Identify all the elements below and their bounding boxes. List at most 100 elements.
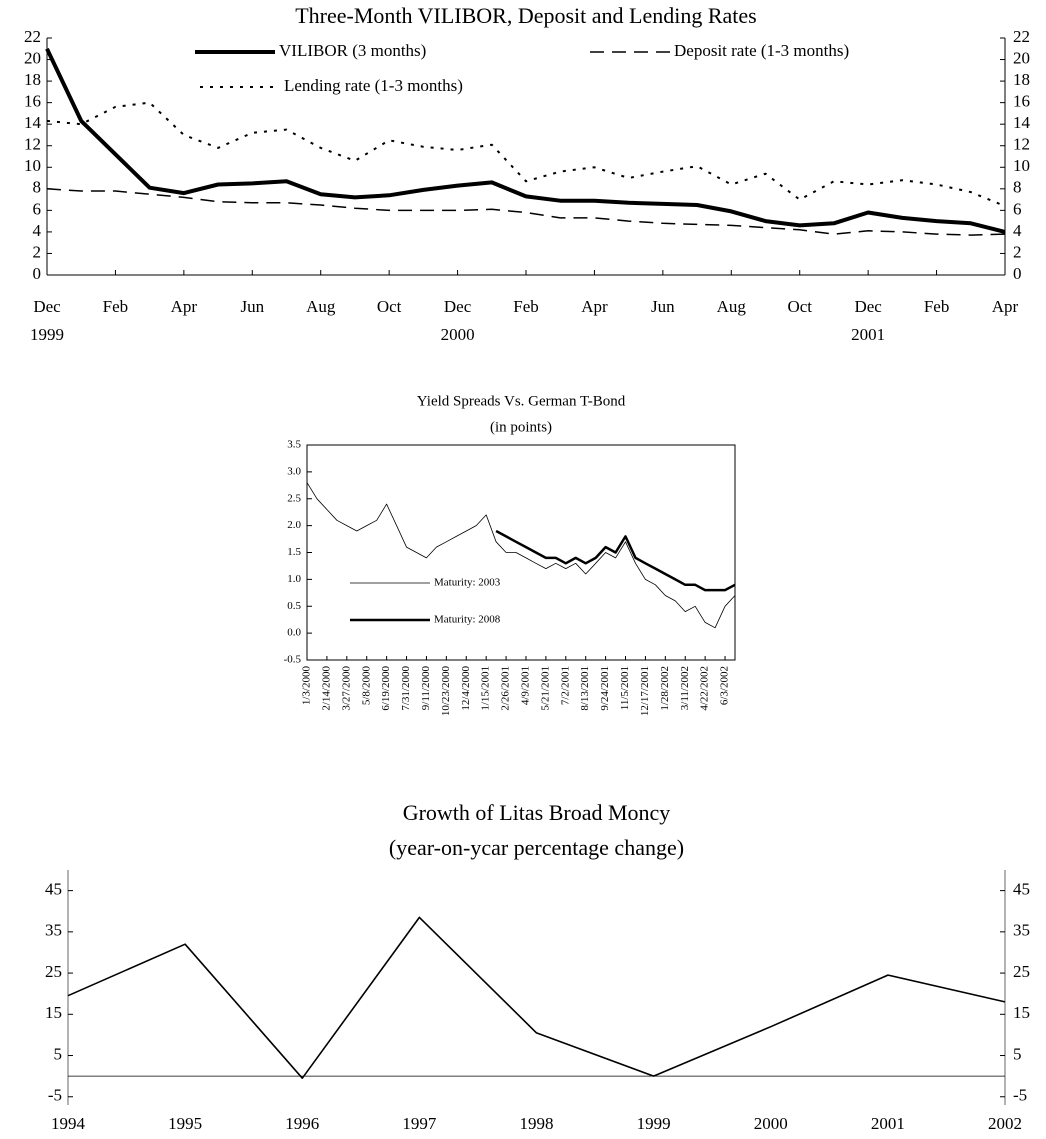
y-tick-label: 2 bbox=[33, 242, 42, 261]
y-tick-label: 3.5 bbox=[287, 439, 301, 451]
y2-tick-label: 10 bbox=[1013, 156, 1030, 175]
x-tick-label: Aug bbox=[306, 297, 336, 316]
y-tick-label: 1.0 bbox=[287, 573, 301, 585]
x-tick-label: 3/11/2002 bbox=[679, 666, 691, 710]
y-tick-label: 6 bbox=[33, 199, 42, 218]
y-tick-label: 2.0 bbox=[287, 519, 301, 531]
y2-tick-label: 4 bbox=[1013, 221, 1022, 240]
y-tick-label: 22 bbox=[24, 27, 41, 46]
y-tick-label: 4 bbox=[33, 221, 42, 240]
x-tick-label: 1994 bbox=[51, 1114, 86, 1133]
x-tick-label: 7/2/2001 bbox=[559, 666, 571, 705]
legend-label: Maturity: 2003 bbox=[434, 577, 501, 589]
y-tick-label: 0.5 bbox=[287, 600, 301, 612]
chart-title: Yield Spreads Vs. German T-Bond bbox=[417, 393, 626, 409]
x-tick-label: 1999 bbox=[637, 1114, 671, 1133]
x-tick-label: 2/26/2001 bbox=[500, 666, 512, 711]
y-tick-label: 14 bbox=[24, 113, 42, 132]
x-tick-label: Oct bbox=[787, 297, 812, 316]
legend-label: Maturity: 2008 bbox=[434, 614, 501, 626]
y2-tick-label: 16 bbox=[1013, 92, 1030, 111]
data-line bbox=[45, 47, 1006, 234]
legend-label: Lending rate (1-3 months) bbox=[284, 76, 463, 95]
x-tick-label: 10/23/2000 bbox=[440, 666, 452, 717]
x-tick-label: Feb bbox=[103, 297, 129, 316]
chart-title: Growth of Litas Broad Moncy bbox=[403, 800, 671, 825]
x-tick-label: Oct bbox=[377, 297, 402, 316]
y-tick-label: 20 bbox=[24, 48, 41, 67]
x-tick-label: 6/19/2000 bbox=[380, 666, 392, 711]
x-tick-label: Jun bbox=[240, 297, 264, 316]
x-tick-label: 1/15/2001 bbox=[480, 666, 492, 711]
x-tick-label: Dec bbox=[854, 297, 882, 316]
y2-tick-label: 14 bbox=[1013, 113, 1031, 132]
y-tick-label: -5 bbox=[48, 1086, 62, 1105]
x-tick-label: 2002 bbox=[988, 1114, 1022, 1133]
y-tick-label: 25 bbox=[45, 962, 62, 981]
x-tick-label: Feb bbox=[924, 297, 950, 316]
y-tick-label: 1.5 bbox=[287, 546, 301, 558]
x-tick-label: 1995 bbox=[168, 1114, 202, 1133]
y2-tick-label: 15 bbox=[1013, 1003, 1030, 1022]
chart-title: Three-Month VILIBOR, Deposit and Lending… bbox=[295, 3, 757, 28]
x-tick-label: 4/9/2001 bbox=[520, 666, 532, 705]
y2-tick-label: 35 bbox=[1013, 921, 1030, 940]
x-tick-label: 6/3/2002 bbox=[719, 666, 731, 705]
x-tick-label: 5/21/2001 bbox=[539, 666, 551, 711]
y2-tick-label: 45 bbox=[1013, 880, 1030, 899]
y-tick-label: 12 bbox=[24, 135, 41, 154]
x-tick-label: 12/17/2001 bbox=[639, 666, 651, 716]
y2-tick-label: 0 bbox=[1013, 264, 1022, 283]
y-tick-label: 3.0 bbox=[287, 465, 301, 477]
data-line bbox=[46, 188, 1006, 236]
x-tick-label: Feb bbox=[513, 297, 539, 316]
y2-tick-label: 22 bbox=[1013, 27, 1030, 46]
y-tick-label: 18 bbox=[24, 70, 41, 89]
y2-tick-label: 2 bbox=[1013, 242, 1022, 261]
x-tick-label: Apr bbox=[171, 297, 198, 316]
x-tick-label: 4/22/2002 bbox=[699, 666, 711, 711]
x-tick-label: 9/24/2001 bbox=[599, 666, 611, 711]
y2-tick-label: 18 bbox=[1013, 70, 1030, 89]
y2-tick-label: 8 bbox=[1013, 178, 1022, 197]
y-tick-label: 35 bbox=[45, 921, 62, 940]
x-tick-label: 1996 bbox=[285, 1114, 319, 1133]
x-tick-label: 1997 bbox=[402, 1114, 437, 1133]
y-tick-label: 10 bbox=[24, 156, 41, 175]
y-tick-label: 0 bbox=[33, 264, 42, 283]
data-line bbox=[67, 916, 1006, 1079]
year-label: 1999 bbox=[30, 325, 64, 344]
y-tick-label: 0.0 bbox=[287, 627, 301, 639]
data-line bbox=[495, 529, 736, 592]
x-tick-label: Dec bbox=[444, 297, 472, 316]
y-tick-label: 16 bbox=[24, 92, 41, 111]
y-tick-label: 45 bbox=[45, 880, 62, 899]
x-tick-label: 12/4/2000 bbox=[460, 666, 472, 711]
x-tick-label: 2/14/2000 bbox=[320, 666, 332, 711]
x-tick-label: Apr bbox=[581, 297, 608, 316]
plot-frame bbox=[306, 444, 736, 661]
x-tick-label: 5/8/2000 bbox=[360, 666, 372, 706]
y-tick-label: -0.5 bbox=[284, 654, 302, 666]
x-tick-label: 3/27/2000 bbox=[340, 666, 352, 711]
x-tick-label: 8/13/2001 bbox=[579, 666, 591, 711]
y2-tick-label: 6 bbox=[1013, 199, 1022, 218]
data-line bbox=[306, 482, 736, 629]
year-label: 2000 bbox=[441, 325, 475, 344]
x-tick-label: Aug bbox=[717, 297, 747, 316]
chart-subtitle: (year-on-ycar percentage change) bbox=[389, 835, 684, 860]
x-tick-label: 7/31/2000 bbox=[400, 666, 412, 711]
x-tick-label: 2001 bbox=[871, 1114, 905, 1133]
legend-label: Deposit rate (1-3 months) bbox=[674, 41, 849, 60]
y-tick-label: 2.5 bbox=[287, 492, 301, 504]
y-tick-label: 5 bbox=[54, 1044, 63, 1063]
y2-tick-label: 5 bbox=[1013, 1044, 1022, 1063]
y-tick-label: 8 bbox=[33, 178, 42, 197]
x-tick-label: Dec bbox=[33, 297, 61, 316]
chart-subtitle: (in points) bbox=[490, 419, 552, 435]
y-tick-label: 15 bbox=[45, 1003, 62, 1022]
legend-label: VILIBOR (3 months) bbox=[279, 41, 426, 60]
y2-tick-label: -5 bbox=[1013, 1086, 1027, 1105]
